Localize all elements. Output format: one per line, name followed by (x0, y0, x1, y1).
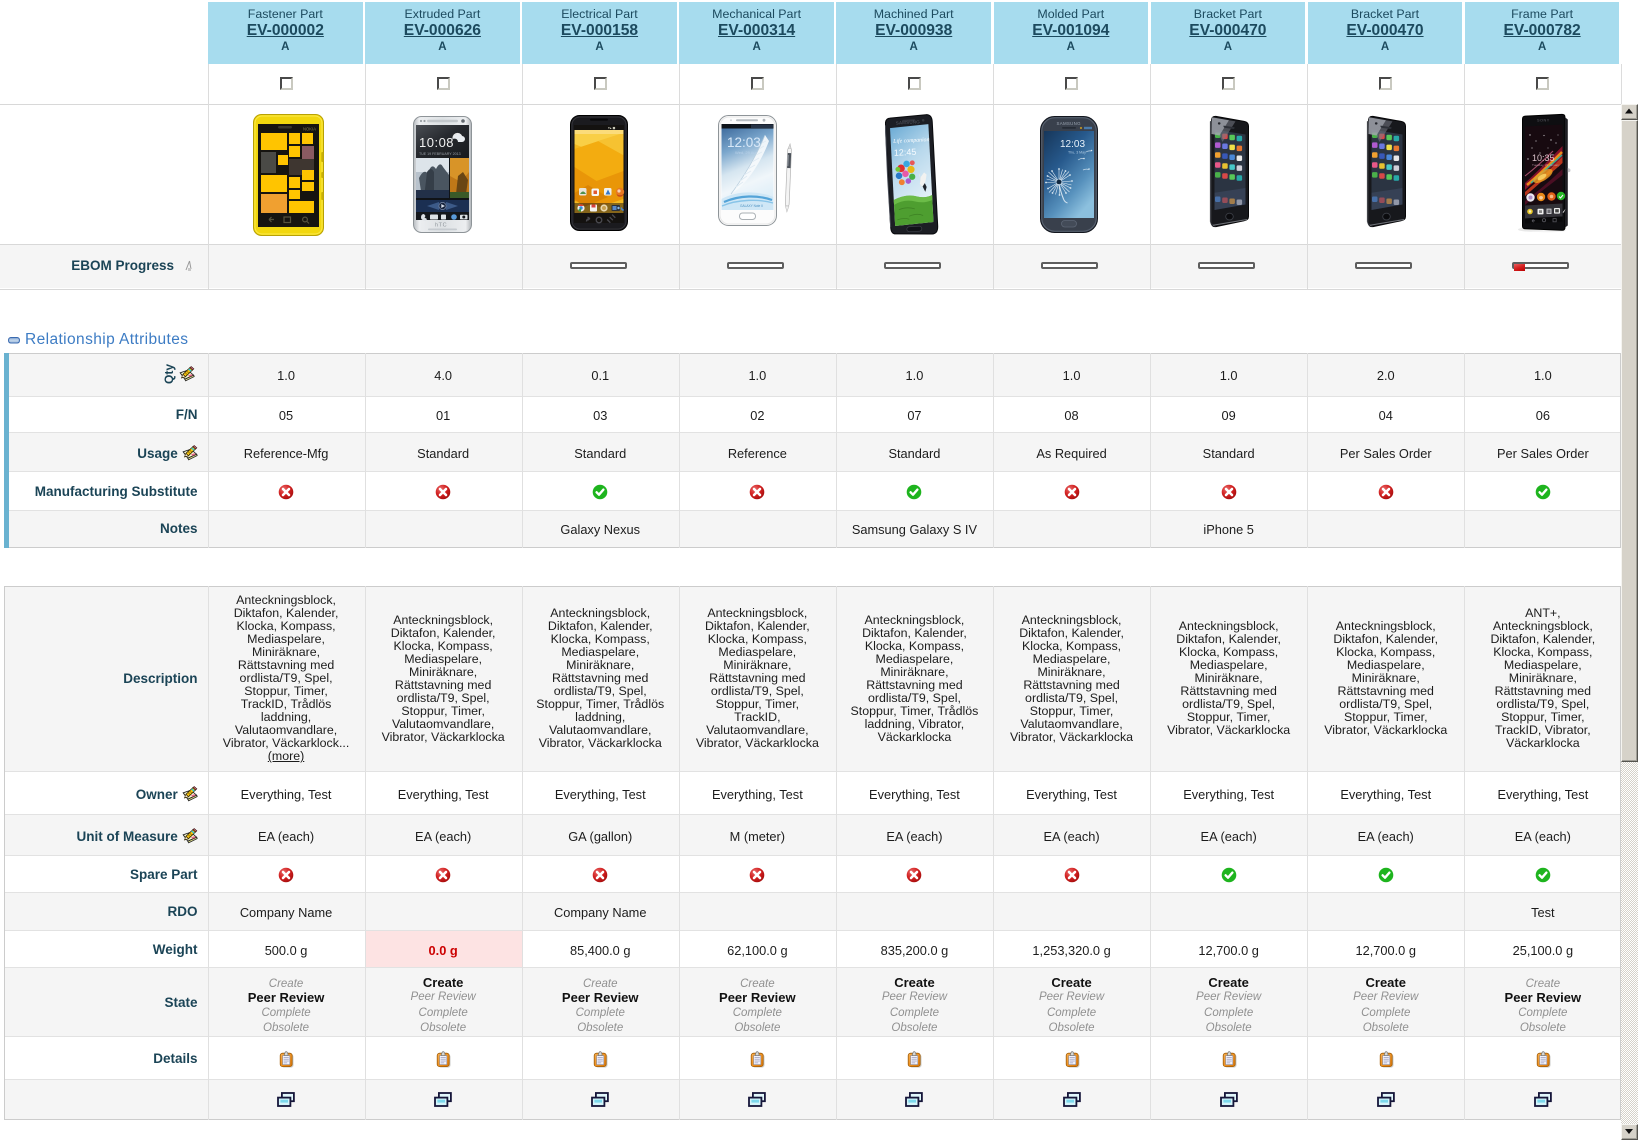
svg-text:TUE 19 FEBRUARY 2013: TUE 19 FEBRUARY 2013 (419, 152, 461, 156)
svg-text:SAMSUNG: SAMSUNG (896, 119, 921, 125)
svg-text:12:45: 12:45 (894, 146, 917, 157)
svg-text:▾▴ ◼: ▾▴ ◼ (608, 126, 615, 130)
svg-text:10:08: 10:08 (419, 135, 454, 150)
svg-text:NOKIA: NOKIA (303, 127, 316, 132)
svg-text:hTC: hTC (435, 222, 447, 228)
svg-text:12:03: 12:03 (727, 135, 761, 150)
svg-text:Wed, 29 Aug: Wed, 29 Aug (735, 150, 758, 155)
svg-text:Tuesday, 29 January: Tuesday, 29 January (1532, 163, 1560, 167)
svg-text:10:35: 10:35 (1532, 153, 1555, 163)
svg-text:SONY: SONY (1537, 118, 1550, 122)
svg-text:GALAXY Note II: GALAXY Note II (740, 204, 763, 208)
svg-text:SAMSUNG: SAMSUNG (1057, 120, 1082, 125)
svg-text:Life companion: Life companion (892, 136, 930, 145)
svg-text:12:03: 12:03 (1060, 139, 1085, 150)
svg-text:Thu, 3 May: Thu, 3 May (1068, 150, 1086, 154)
